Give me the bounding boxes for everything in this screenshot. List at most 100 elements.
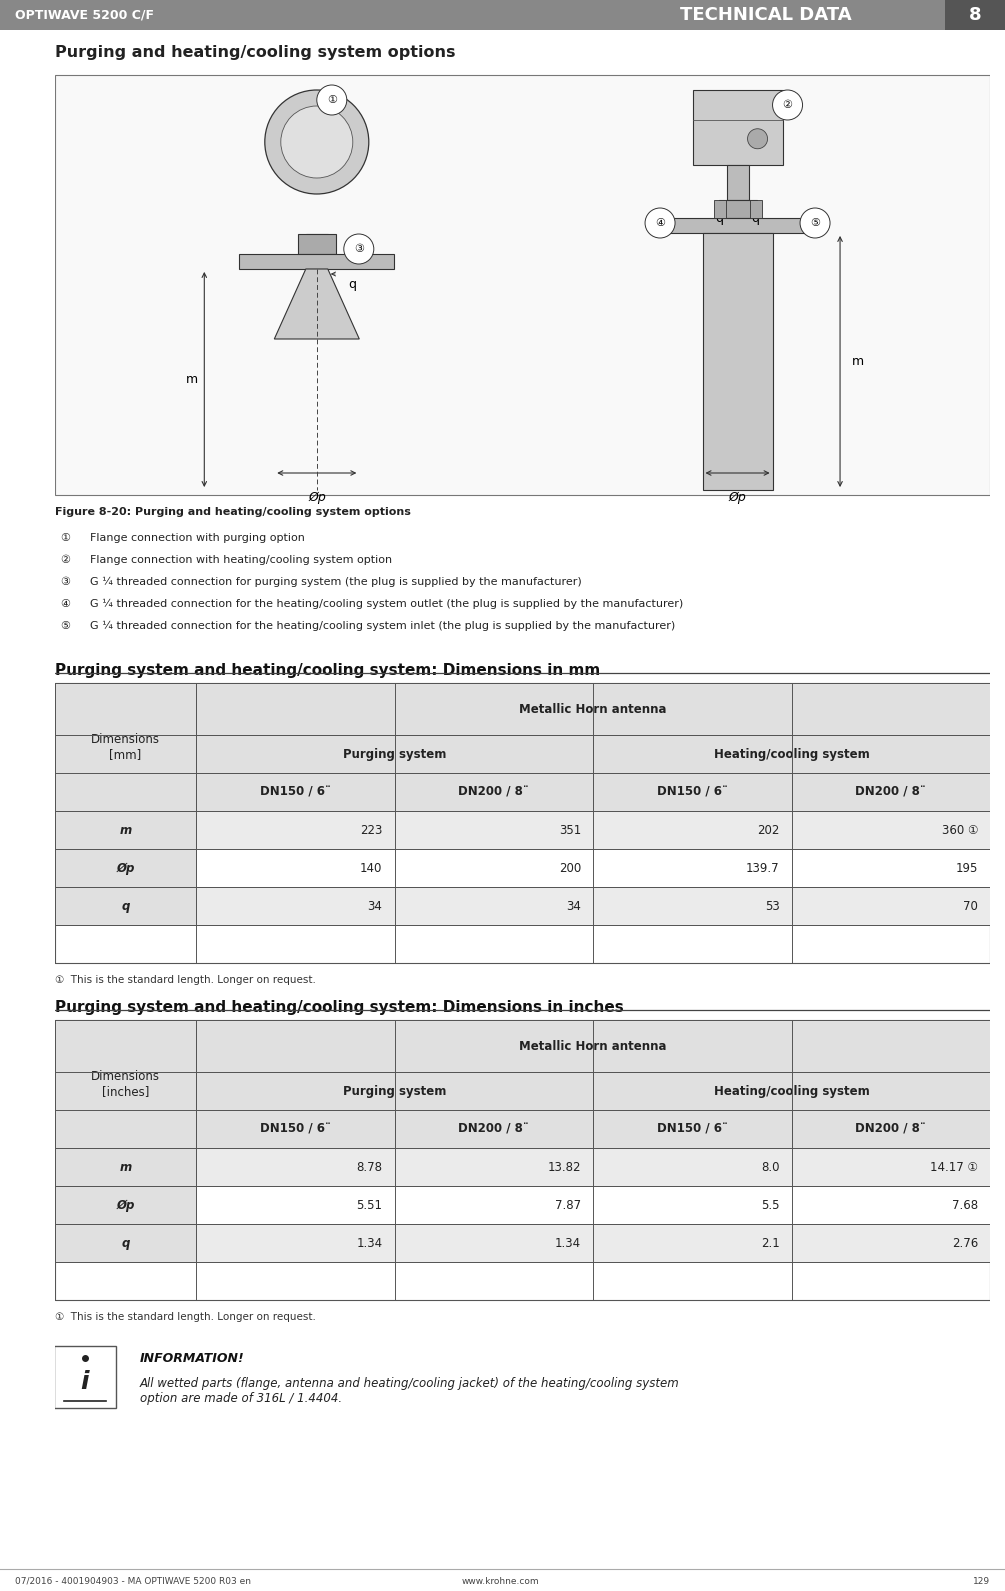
Bar <box>593 1111 792 1149</box>
Text: ①: ① <box>327 95 337 105</box>
Text: 34: 34 <box>368 899 383 913</box>
Bar <box>55 850 196 888</box>
Text: Heating/cooling system: Heating/cooling system <box>714 1085 869 1098</box>
Bar <box>727 165 749 200</box>
Bar <box>55 1149 990 1185</box>
Text: 5.51: 5.51 <box>357 1198 383 1211</box>
Bar <box>55 1020 196 1149</box>
Text: Øp: Øp <box>117 1198 135 1211</box>
Text: m: m <box>120 824 132 837</box>
Bar <box>792 773 990 811</box>
Bar <box>55 1223 196 1262</box>
Text: 1.34: 1.34 <box>555 1236 581 1249</box>
Text: 140: 140 <box>360 861 383 875</box>
Text: q: q <box>122 899 130 913</box>
Text: m: m <box>852 355 864 368</box>
Bar <box>719 200 757 218</box>
Text: DN150 / 6¨: DN150 / 6¨ <box>260 786 331 799</box>
Text: DN200 / 8¨: DN200 / 8¨ <box>855 786 927 799</box>
Bar <box>196 773 395 811</box>
Text: Figure 8-20: Purging and heating/cooling system options: Figure 8-20: Purging and heating/cooling… <box>55 508 411 517</box>
Text: 53: 53 <box>765 899 780 913</box>
Text: ③: ③ <box>60 578 70 587</box>
Text: G ¼ threaded connection for the heating/cooling system outlet (the plug is suppl: G ¼ threaded connection for the heating/… <box>90 598 683 609</box>
Bar <box>196 1111 395 1149</box>
Text: 14.17 ①: 14.17 ① <box>930 1160 978 1174</box>
Text: 360 ①: 360 ① <box>942 824 978 837</box>
Text: 5.5: 5.5 <box>761 1198 780 1211</box>
Text: DN150 / 6¨: DN150 / 6¨ <box>657 786 728 799</box>
Bar <box>196 735 593 773</box>
Circle shape <box>264 91 369 194</box>
Bar <box>395 773 593 811</box>
Text: Metallic Horn antenna: Metallic Horn antenna <box>520 703 666 716</box>
Bar <box>665 218 810 232</box>
Text: Dimensions
[inches]: Dimensions [inches] <box>91 1071 160 1098</box>
Text: Dimensions
[mm]: Dimensions [mm] <box>91 733 160 760</box>
Text: TECHNICAL DATA: TECHNICAL DATA <box>680 6 851 24</box>
Circle shape <box>344 234 374 264</box>
Text: Øp: Øp <box>308 492 326 504</box>
Text: Øp: Øp <box>117 861 135 875</box>
Text: INFORMATION!: INFORMATION! <box>140 1352 245 1365</box>
Text: 351: 351 <box>559 824 581 837</box>
Text: www.krohne.com: www.krohne.com <box>461 1577 539 1586</box>
Text: ①  This is the standard length. Longer on request.: ① This is the standard length. Longer on… <box>55 1313 316 1322</box>
Circle shape <box>773 91 803 119</box>
Text: ④: ④ <box>655 218 665 228</box>
Text: 07/2016 - 4001904903 - MA OPTIWAVE 5200 R03 en: 07/2016 - 4001904903 - MA OPTIWAVE 5200 … <box>15 1577 251 1586</box>
Text: 200: 200 <box>559 861 581 875</box>
Text: Purging and heating/cooling system options: Purging and heating/cooling system optio… <box>55 45 455 60</box>
Text: q: q <box>122 1236 130 1249</box>
Bar <box>297 234 336 255</box>
Text: 8: 8 <box>969 6 981 24</box>
Text: Flange connection with heating/cooling system option: Flange connection with heating/cooling s… <box>90 555 392 565</box>
Text: 34: 34 <box>566 899 581 913</box>
Bar <box>196 683 990 735</box>
Text: Purging system: Purging system <box>343 1085 446 1098</box>
Bar <box>55 683 990 963</box>
Text: 223: 223 <box>360 824 383 837</box>
Circle shape <box>280 107 353 178</box>
Bar <box>593 773 792 811</box>
Text: ⑤: ⑤ <box>60 620 70 632</box>
Bar <box>750 200 762 218</box>
Text: 13.82: 13.82 <box>548 1160 581 1174</box>
Circle shape <box>645 208 675 239</box>
Text: ④: ④ <box>60 598 70 609</box>
Polygon shape <box>274 269 360 339</box>
Text: ②: ② <box>60 555 70 565</box>
Text: 8.0: 8.0 <box>761 1160 780 1174</box>
Bar <box>55 1020 990 1300</box>
Circle shape <box>748 129 768 148</box>
Bar <box>196 1020 990 1072</box>
Text: DN200 / 8¨: DN200 / 8¨ <box>855 1123 927 1136</box>
Bar <box>55 888 196 924</box>
Bar <box>55 683 196 811</box>
Text: Purging system and heating/cooling system: Dimensions in mm: Purging system and heating/cooling syste… <box>55 663 600 678</box>
Text: DN200 / 8¨: DN200 / 8¨ <box>458 786 530 799</box>
Bar <box>714 200 726 218</box>
Bar <box>55 1185 196 1223</box>
Text: m: m <box>186 372 198 387</box>
Text: ①: ① <box>60 533 70 543</box>
Bar <box>55 888 990 924</box>
Text: q: q <box>716 212 724 224</box>
Bar <box>196 1072 593 1111</box>
Text: 202: 202 <box>757 824 780 837</box>
FancyBboxPatch shape <box>54 1346 116 1408</box>
Text: Øp: Øp <box>729 492 747 504</box>
Bar <box>702 232 773 490</box>
Text: 195: 195 <box>956 861 978 875</box>
Bar <box>692 91 783 165</box>
Text: 8.78: 8.78 <box>357 1160 383 1174</box>
Bar <box>593 1072 990 1111</box>
Bar <box>55 1149 196 1185</box>
Bar <box>945 0 1005 30</box>
Text: ①  This is the standard length. Longer on request.: ① This is the standard length. Longer on… <box>55 975 316 985</box>
Text: DN200 / 8¨: DN200 / 8¨ <box>458 1123 530 1136</box>
Text: 7.87: 7.87 <box>555 1198 581 1211</box>
Text: G ¼ threaded connection for purging system (the plug is supplied by the manufact: G ¼ threaded connection for purging syst… <box>90 578 582 587</box>
Text: 2.1: 2.1 <box>761 1236 780 1249</box>
Text: q: q <box>752 212 760 224</box>
